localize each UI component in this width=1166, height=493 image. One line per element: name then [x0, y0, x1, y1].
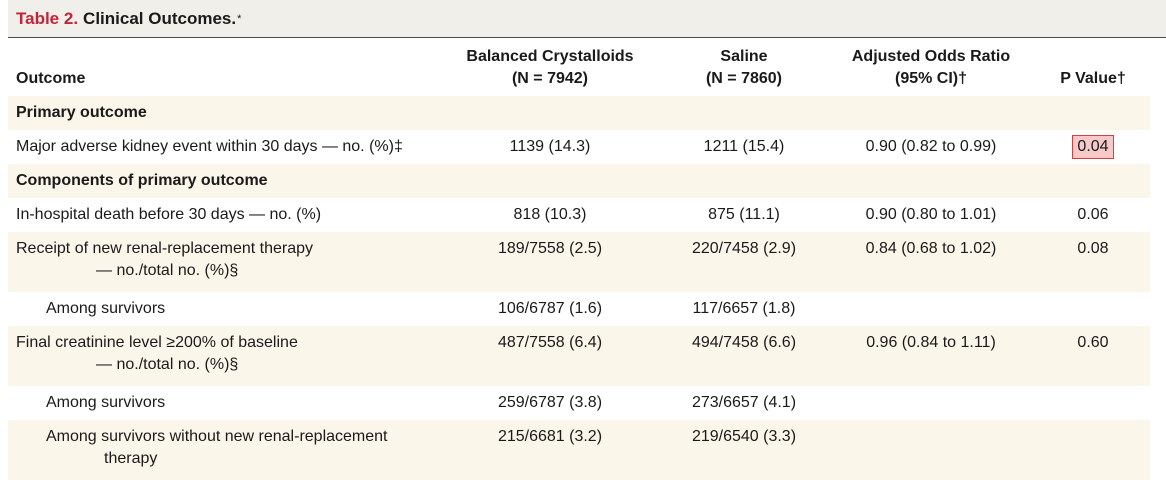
- saline-value: 273/6657 (4.1): [691, 394, 797, 411]
- balanced-value: 487/7558 (6.4): [438, 326, 662, 386]
- table-title-bar: Table 2. Clinical Outcomes. *: [8, 0, 1166, 38]
- table-row: Major adverse kidney event within 30 day…: [8, 130, 1150, 164]
- balanced-value: 106/6787 (1.6): [497, 300, 603, 317]
- header-outcome: Outcome: [16, 70, 86, 87]
- balanced-value: 818 (10.3): [513, 206, 587, 223]
- balanced-value: 1139 (14.3): [509, 138, 591, 155]
- p-value-cell: 0.04: [1036, 130, 1150, 164]
- table-container: Table 2. Clinical Outcomes. * Outcome Ba…: [8, 0, 1166, 480]
- p-value: 0.60: [1036, 326, 1150, 386]
- section-label: Primary outcome: [8, 96, 1150, 130]
- title-footnote-mark: *: [237, 12, 242, 25]
- outcome-label: In-hospital death before 30 days — no. (…: [16, 206, 322, 223]
- p-value: [1036, 292, 1150, 326]
- p-value-highlight: 0.04: [1072, 135, 1114, 159]
- header-saline: Saline (N = 7860): [705, 48, 783, 87]
- odds-ratio-value: 0.90 (0.80 to 1.01): [865, 206, 997, 223]
- balanced-value: 189/7558 (2.5): [438, 232, 662, 292]
- section-row-components: Components of primary outcome: [8, 164, 1150, 198]
- header-balanced-crystalloids: Balanced Crystalloids (N = 7942): [466, 48, 634, 87]
- odds-ratio-value: [826, 386, 1036, 420]
- table-row: In-hospital death before 30 days — no. (…: [8, 198, 1150, 232]
- outcomes-table: Outcome Balanced Crystalloids (N = 7942) …: [8, 46, 1150, 480]
- table-title: Clinical Outcomes.: [83, 8, 237, 28]
- header-p-value: P Value†: [1060, 70, 1126, 87]
- outcome-label: Among survivors: [46, 394, 166, 411]
- outcome-label-continuation: — no./total no. (%)§: [96, 262, 239, 279]
- outcome-label-continuation: therapy: [104, 450, 158, 467]
- outcome-label-continuation: — no./total no. (%)§: [96, 356, 239, 373]
- header-odds-ratio: Adjusted Odds Ratio (95% CI)†: [851, 48, 1011, 87]
- saline-value: 494/7458 (6.6): [662, 326, 826, 386]
- saline-value: 219/6540 (3.3): [662, 420, 826, 480]
- table-number: Table 2.: [16, 8, 79, 28]
- section-label: Components of primary outcome: [8, 164, 1150, 198]
- balanced-value: 215/6681 (3.2): [438, 420, 662, 480]
- outcome-label: Among survivors: [46, 300, 166, 317]
- p-value: 0.06: [1077, 206, 1109, 223]
- odds-ratio-value: 0.90 (0.82 to 0.99): [865, 138, 997, 155]
- table-row: Among survivors 259/6787 (3.8) 273/6657 …: [8, 386, 1150, 420]
- balanced-value: 259/6787 (3.8): [497, 394, 603, 411]
- outcome-label: Final creatinine level ≥200% of baseline…: [8, 326, 438, 386]
- section-row-primary: Primary outcome: [8, 96, 1150, 130]
- p-value: [1036, 386, 1150, 420]
- outcome-label: Major adverse kidney event within 30 day…: [16, 138, 403, 155]
- table-row: Among survivors without new renal-replac…: [8, 420, 1150, 480]
- table-row: Receipt of new renal-replacement therapy…: [8, 232, 1150, 292]
- odds-ratio-value: 0.84 (0.68 to 1.02): [826, 232, 1036, 292]
- table-row: Final creatinine level ≥200% of baseline…: [8, 326, 1150, 386]
- outcome-label: Among survivors without new renal-replac…: [8, 420, 438, 480]
- outcome-label: Receipt of new renal-replacement therapy…: [8, 232, 438, 292]
- saline-value: 117/6657 (1.8): [692, 300, 796, 317]
- p-value: [1036, 420, 1150, 480]
- table-row: Among survivors 106/6787 (1.6) 117/6657 …: [8, 292, 1150, 326]
- saline-value: 875 (11.1): [708, 206, 780, 223]
- saline-value: 220/7458 (2.9): [662, 232, 826, 292]
- odds-ratio-value: 0.96 (0.84 to 1.11): [826, 326, 1036, 386]
- odds-ratio-value: [826, 292, 1036, 326]
- p-value: 0.08: [1036, 232, 1150, 292]
- header-row: Outcome Balanced Crystalloids (N = 7942) …: [8, 46, 1150, 96]
- saline-value: 1211 (15.4): [703, 138, 785, 155]
- odds-ratio-value: [826, 420, 1036, 480]
